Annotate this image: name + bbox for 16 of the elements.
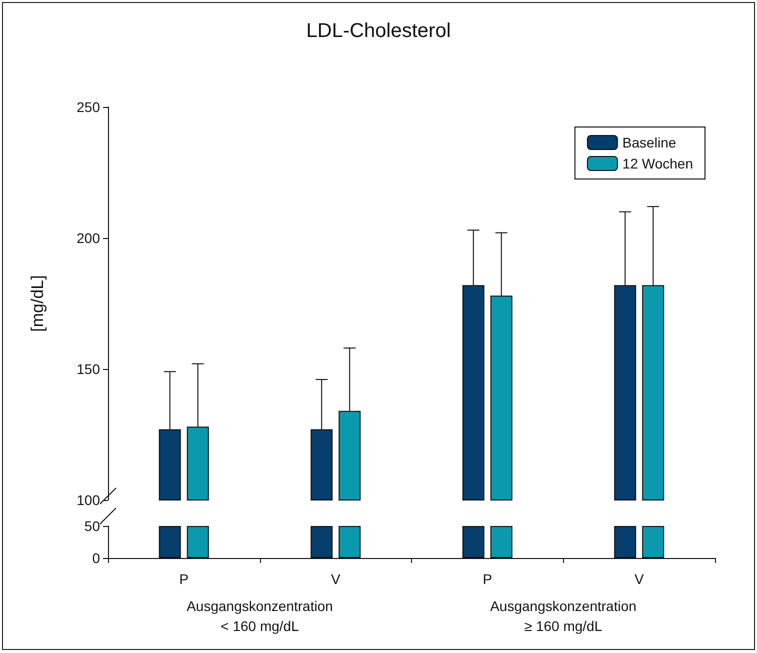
y-tick-label: 0 bbox=[92, 550, 100, 566]
legend-label: 12 Wochen bbox=[622, 156, 694, 172]
y-tick-label: 150 bbox=[76, 361, 100, 377]
y-tick-label: 250 bbox=[76, 99, 100, 115]
y-tick-label: 200 bbox=[76, 230, 100, 246]
x-tick-label: V bbox=[330, 571, 341, 587]
y-axis-title: [mg/dL] bbox=[28, 275, 47, 332]
x-tick-label: V bbox=[634, 571, 644, 587]
x-tick-label: P bbox=[482, 571, 492, 587]
legend-label: Baseline bbox=[622, 134, 676, 150]
y-tick-label: 50 bbox=[84, 518, 100, 534]
chart-title: LDL-Cholesterol bbox=[306, 20, 451, 42]
y-tick-label: 100 bbox=[76, 492, 100, 508]
text: Ausgangskonzentration ≥ 160 mg/dL bbox=[490, 598, 636, 634]
x-tick-label: P bbox=[179, 571, 189, 587]
text: Ausgangskonzentration < 160 mg/dL bbox=[186, 598, 333, 634]
